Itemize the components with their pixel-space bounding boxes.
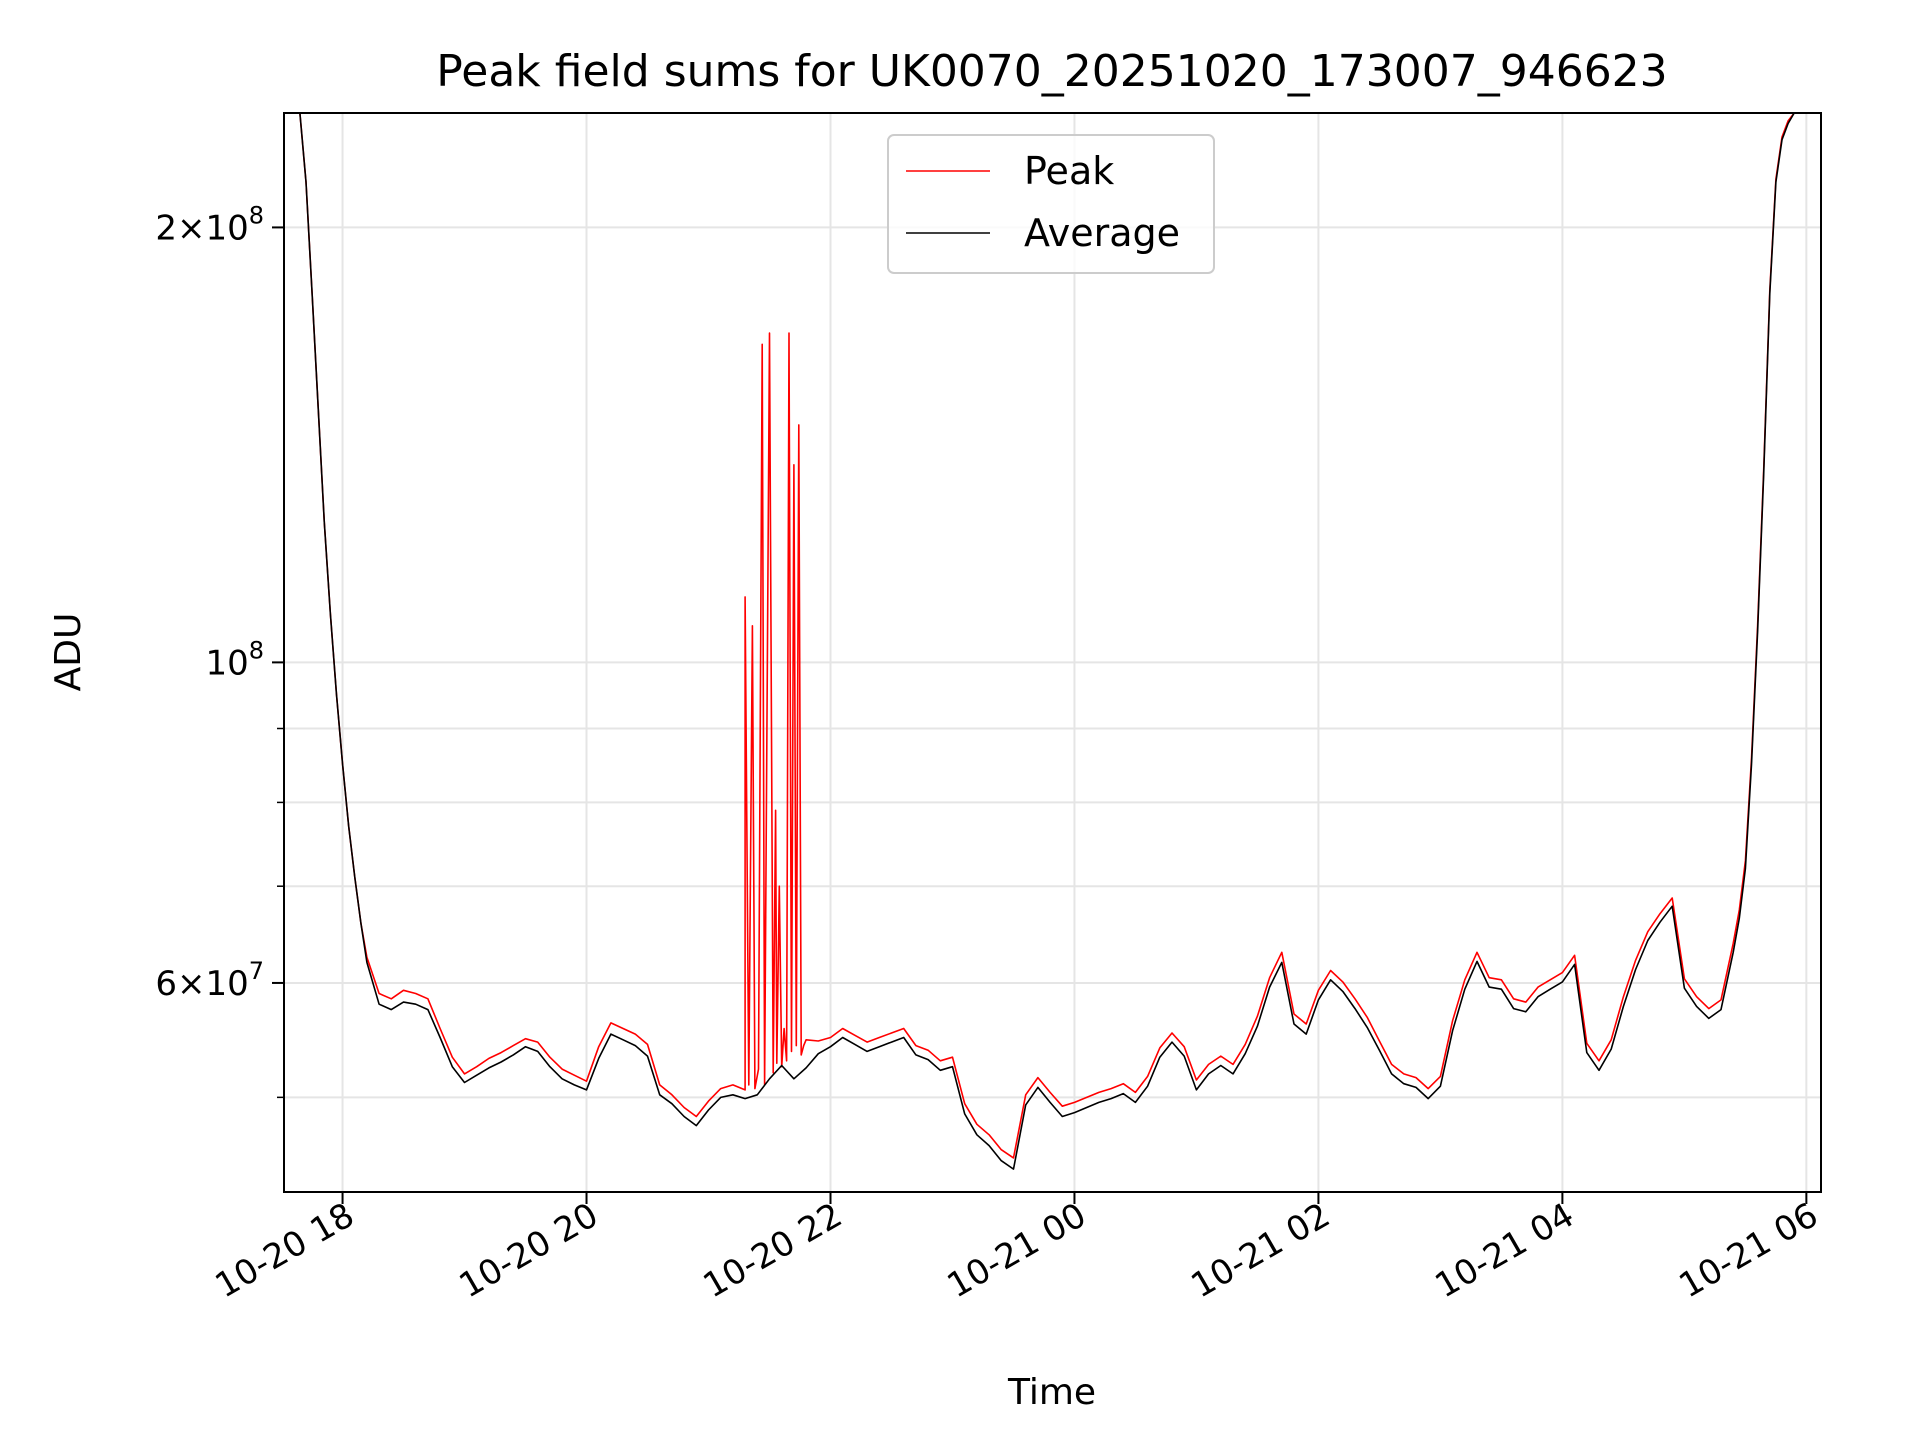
- series-line-peak: [299, 113, 1795, 1159]
- y-axis-label: ADU: [48, 613, 89, 692]
- legend-peak-label: Peak: [1024, 149, 1114, 193]
- y-tick-label: 6×107: [155, 957, 264, 1004]
- legend-box: [887, 134, 1215, 274]
- legend[interactable]: Peak Average: [887, 134, 1215, 274]
- plot-frame: [283, 112, 1822, 1193]
- chart-title: Peak field sums for UK0070_20251020_1730…: [436, 46, 1667, 97]
- series-line-average: [299, 113, 1795, 1170]
- legend-average-label: Average: [1024, 211, 1180, 255]
- x-axis-label: Time: [1007, 1372, 1096, 1413]
- y-tick-label: 2×108: [155, 201, 264, 248]
- series-layer: [299, 113, 1795, 1170]
